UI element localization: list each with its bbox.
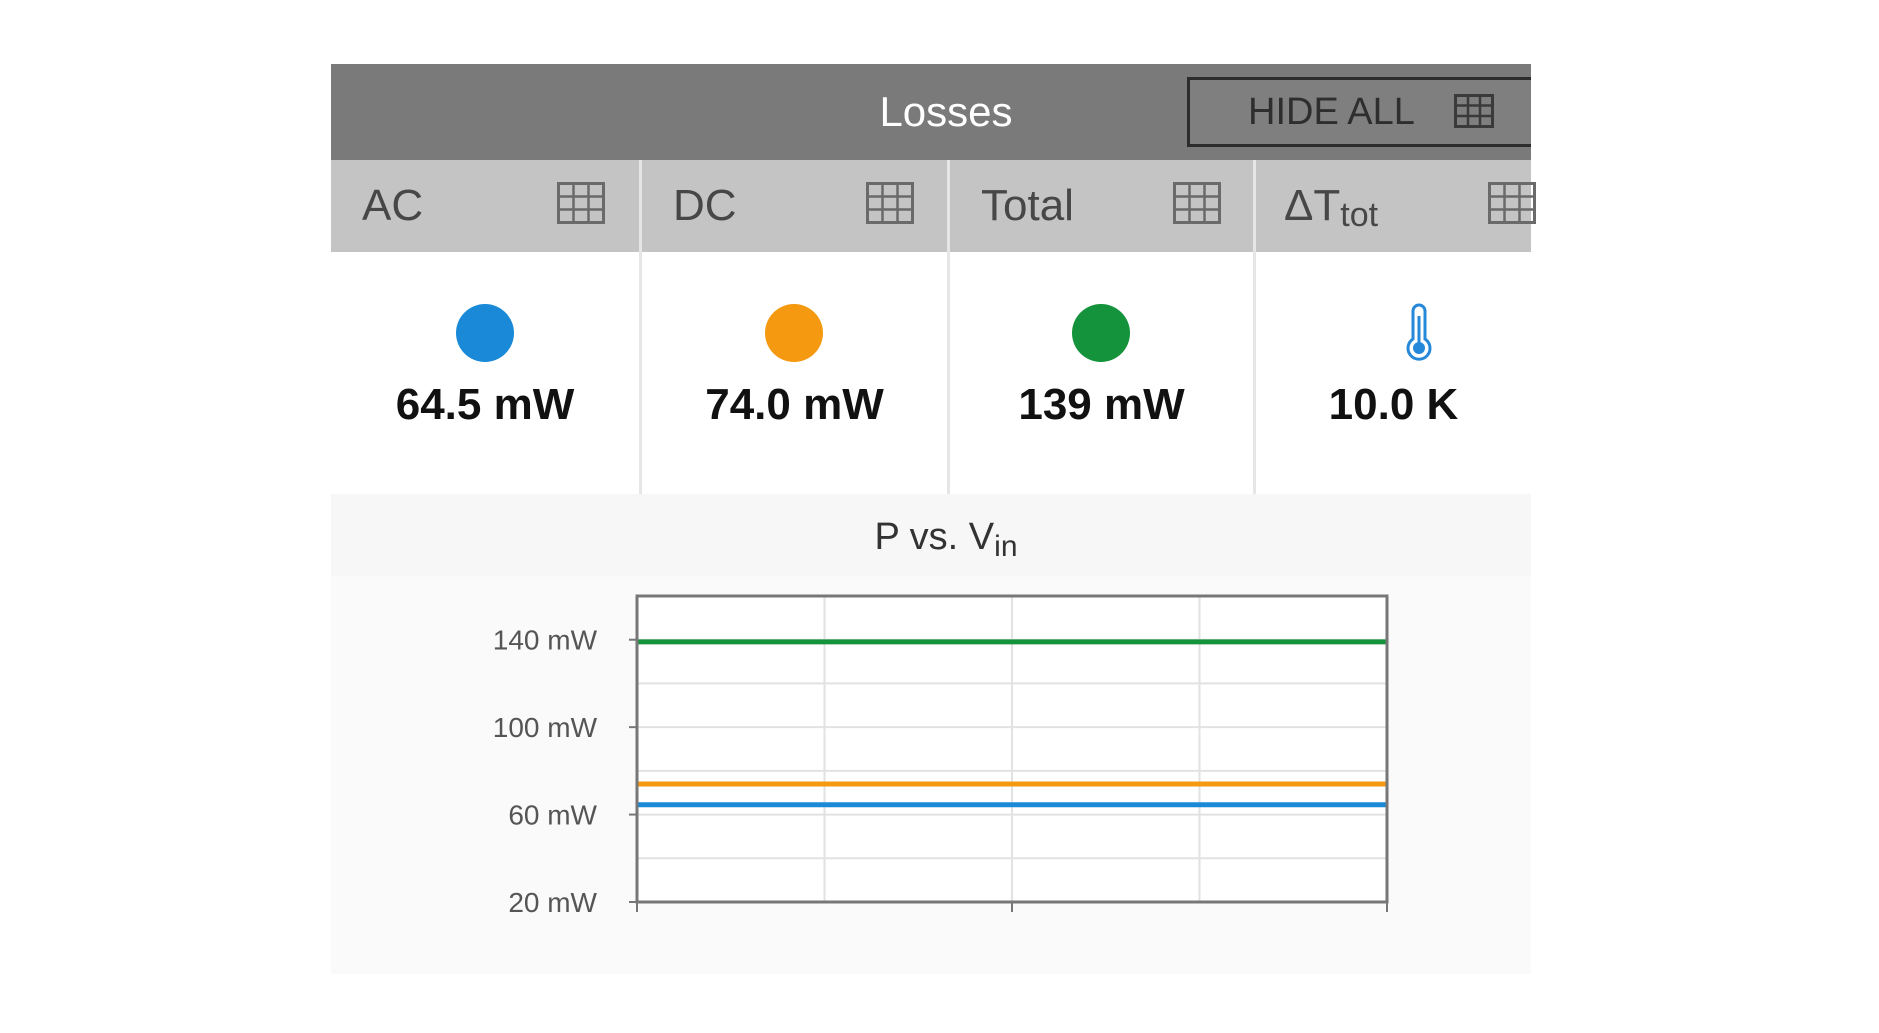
grid-icon[interactable] xyxy=(1488,182,1536,224)
grid-icon[interactable] xyxy=(1173,182,1221,224)
y-tick-label: 140 mW xyxy=(493,625,598,656)
tab-total-label: Total xyxy=(981,181,1074,230)
hide-all-button[interactable]: HIDE ALL xyxy=(1187,77,1531,147)
value-cell-delta-t: 10.0 K xyxy=(1256,252,1531,494)
ac-loss-value: 64.5 mW xyxy=(395,380,575,429)
grid-icon xyxy=(1454,94,1494,128)
tab-bar: AC DC Total xyxy=(331,160,1536,252)
grid-icon[interactable] xyxy=(557,182,605,224)
chart-plot: 140 mW 100 mW 60 mW 20 mW xyxy=(493,594,1389,918)
hide-all-label: HIDE ALL xyxy=(1248,91,1415,133)
total-loss-value: 139 mW xyxy=(1018,380,1185,429)
value-cell-ac: 64.5 mW xyxy=(331,252,639,494)
y-tick-label: 100 mW xyxy=(493,712,598,743)
tab-dc-label: DC xyxy=(673,181,737,230)
tab-delta-t-label: ΔTtot xyxy=(1284,181,1379,234)
blue-dot-icon xyxy=(456,304,514,362)
thermometer-icon xyxy=(1406,303,1432,361)
delta-t-value: 10.0 K xyxy=(1328,380,1459,429)
p-vs-vin-chart: P vs. Vin 140 mW 100 mW 60 mW 20 mW xyxy=(331,494,1531,974)
tab-delta-t[interactable]: ΔTtot xyxy=(1256,160,1536,252)
tab-ac-label: AC xyxy=(362,181,424,230)
panel-title: Losses xyxy=(879,88,1013,135)
green-dot-icon xyxy=(1072,304,1130,362)
y-tick-label: 60 mW xyxy=(508,800,597,831)
dc-loss-value: 74.0 mW xyxy=(705,380,884,429)
value-cell-dc: 74.0 mW xyxy=(642,252,947,494)
tab-dc[interactable]: DC xyxy=(642,160,947,252)
column-divider xyxy=(1253,160,1256,494)
tab-ac[interactable]: AC xyxy=(331,160,639,252)
losses-panel: Losses HIDE ALL AC DC xyxy=(331,64,1536,974)
chart-title: P vs. Vin xyxy=(874,516,1018,563)
losses-header: Losses HIDE ALL xyxy=(331,64,1531,160)
chart-title-band xyxy=(331,494,1531,576)
orange-dot-icon xyxy=(765,304,823,362)
tab-total[interactable]: Total xyxy=(950,160,1253,252)
grid-icon[interactable] xyxy=(866,182,914,224)
column-divider xyxy=(639,160,642,494)
value-cell-total: 139 mW xyxy=(950,252,1253,494)
y-tick-label: 20 mW xyxy=(508,887,597,918)
column-divider xyxy=(947,160,950,494)
